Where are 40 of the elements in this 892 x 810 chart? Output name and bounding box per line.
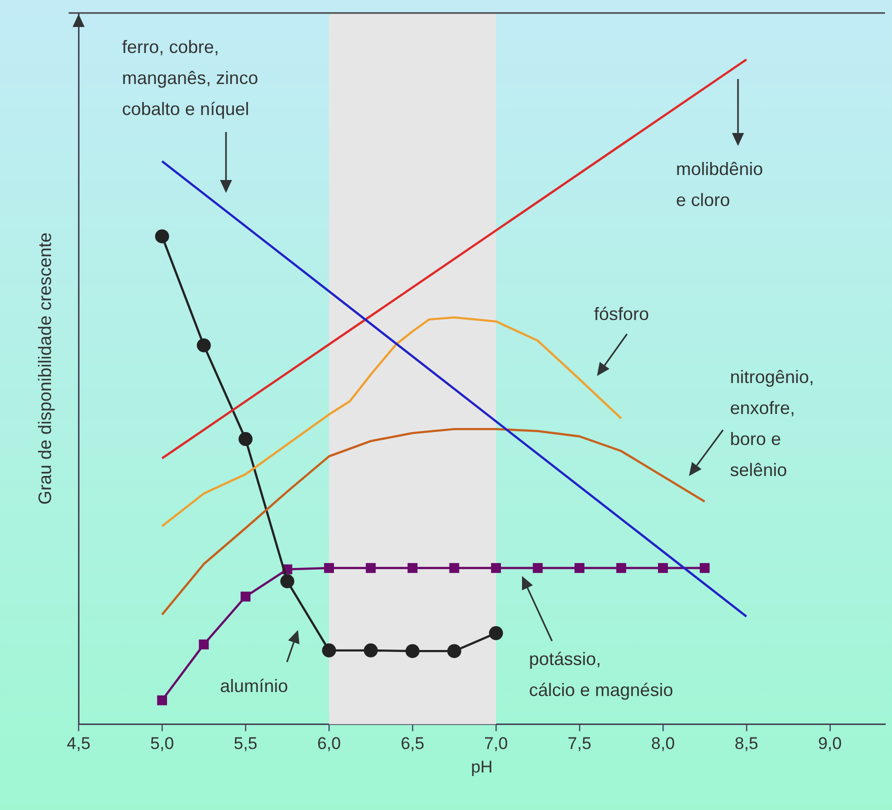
x-tick-label: 5,5 [234,734,258,754]
x-tick-label: 5,0 [150,734,174,754]
point [240,592,251,602]
annotation: nitrogênio, enxofre, boro e selênio [730,366,814,480]
point [491,563,501,573]
point [616,563,626,573]
point [238,432,253,446]
point [198,639,209,650]
annotation: molibdênio e cloro [676,158,764,210]
x-tick-label: 8,0 [651,734,675,754]
x-axis-title: pH [470,757,493,776]
point [574,563,584,573]
y-axis-title: Grau de disponibilidade crescente [34,232,55,505]
point [488,626,503,640]
x-tick-label: 8,5 [734,734,758,754]
point [157,695,168,706]
annotation: alumínio [220,676,288,696]
point [155,229,170,244]
point [532,563,543,573]
x-tick-label: 7,0 [484,734,508,754]
x-tick-label: 4,5 [66,734,90,754]
annotation: fósforo [594,304,650,324]
x-tick-label: 6,0 [317,734,341,754]
annotation: ferro, cobre, manganês, zinco cobalto e níquel [122,36,258,119]
x-tick-label: 9,0 [818,734,842,754]
x-tick-label: 7,5 [568,734,592,754]
x-tick-label: 6,5 [400,734,424,754]
point [658,563,668,573]
point [700,563,710,573]
point [449,563,460,573]
point [196,338,211,352]
annotation: potássio, cálcio e magnésio [529,648,674,700]
point [366,563,376,573]
point [324,563,334,573]
point [408,563,418,573]
point [364,643,378,658]
point [406,644,420,658]
point [322,643,336,658]
point [447,644,462,658]
point [280,574,294,588]
